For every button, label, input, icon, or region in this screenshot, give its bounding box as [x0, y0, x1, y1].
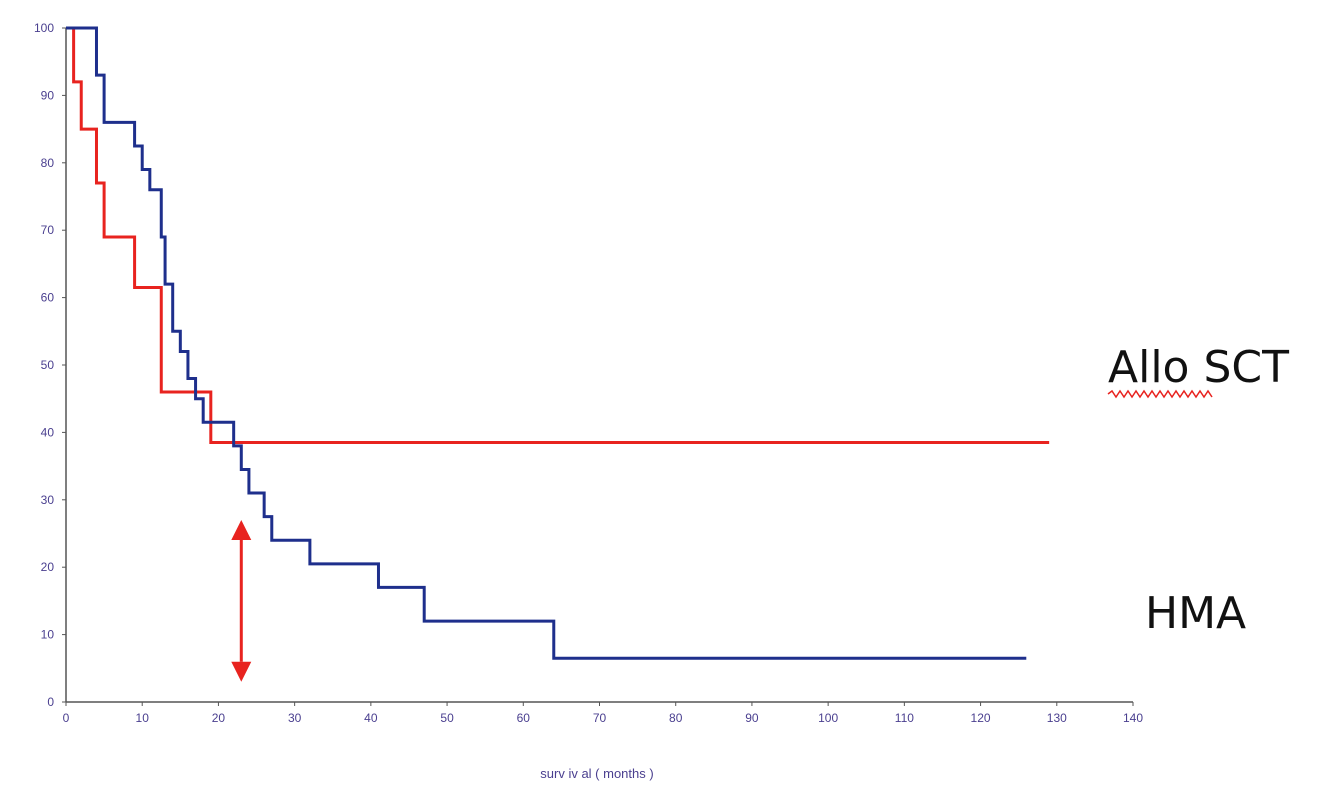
y-tick-label: 40 [41, 425, 55, 439]
y-tick-label: 100 [34, 21, 54, 35]
y-tick-label: 20 [41, 560, 55, 574]
series-label-hma: HMA [1145, 588, 1246, 639]
y-tick-label: 90 [41, 88, 55, 102]
x-tick-label: 20 [212, 711, 226, 725]
arrow-head-down [231, 661, 252, 682]
x-tick-label: 50 [440, 711, 454, 725]
x-tick-label: 140 [1123, 711, 1143, 725]
series-labels: Allo SCT HMA [1107, 342, 1289, 639]
x-tick-label: 100 [818, 711, 838, 725]
x-tick-label: 30 [288, 711, 302, 725]
x-tick-label: 70 [593, 711, 607, 725]
x-tick-label: 90 [745, 711, 759, 725]
x-tick-label: 80 [669, 711, 683, 725]
x-tick-label: 130 [1047, 711, 1067, 725]
y-ticks: 0 10 20 30 40 50 60 70 80 90 100 [34, 21, 66, 709]
x-axis-label: surv iv al ( months ) [540, 766, 653, 781]
y-tick-label: 10 [41, 628, 55, 642]
y-tick-label: 0 [47, 695, 54, 709]
annotation-group [231, 520, 252, 682]
x-tick-label: 0 [63, 711, 70, 725]
y-tick-label: 80 [41, 156, 55, 170]
y-tick-label: 60 [41, 291, 55, 305]
series-label-allo-sct: Allo SCT [1108, 342, 1289, 393]
x-tick-label: 40 [364, 711, 378, 725]
x-ticks: 0 10 20 30 40 50 60 70 80 90 100 110 120 130 140 [63, 702, 1143, 725]
arrow-head-up [231, 520, 252, 541]
spellcheck-underline [1107, 389, 1213, 399]
x-tick-label: 120 [971, 711, 991, 725]
y-tick-label: 30 [41, 493, 55, 507]
y-tick-label: 70 [41, 223, 55, 237]
x-tick-label: 110 [895, 711, 914, 725]
series-line-hma [66, 26, 1027, 660]
x-tick-label: 10 [136, 711, 150, 725]
y-tick-label: 50 [41, 358, 55, 372]
x-tick-label: 60 [517, 711, 531, 725]
series-line-allo-sct [66, 26, 1050, 445]
series-group [66, 26, 1050, 660]
axes [65, 28, 1133, 703]
